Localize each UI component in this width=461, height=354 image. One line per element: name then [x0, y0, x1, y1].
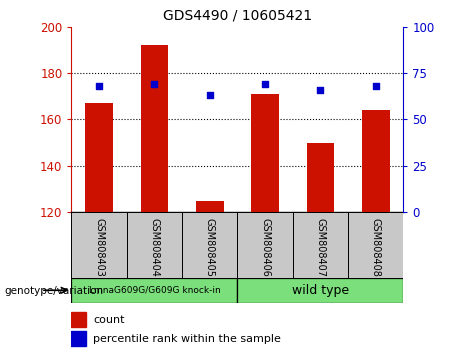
Bar: [237, 278, 403, 303]
Bar: [307, 143, 334, 212]
Bar: [85, 103, 113, 212]
Point: [261, 81, 269, 87]
Text: GSM808405: GSM808405: [205, 218, 215, 276]
Title: GDS4490 / 10605421: GDS4490 / 10605421: [163, 8, 312, 23]
Bar: [293, 212, 348, 278]
Text: count: count: [93, 315, 124, 325]
Bar: [362, 110, 390, 212]
Bar: [141, 45, 168, 212]
Text: GSM808404: GSM808404: [149, 218, 160, 276]
Bar: [196, 201, 224, 212]
Text: percentile rank within the sample: percentile rank within the sample: [93, 334, 281, 344]
Bar: [251, 94, 279, 212]
Text: wild type: wild type: [292, 284, 349, 297]
Text: GSM808408: GSM808408: [371, 218, 381, 276]
Bar: [237, 212, 293, 278]
Point: [95, 83, 103, 89]
Text: GSM808403: GSM808403: [94, 218, 104, 276]
Text: GSM808406: GSM808406: [260, 218, 270, 276]
Bar: [348, 212, 403, 278]
Point: [317, 87, 324, 93]
Text: genotype/variation: genotype/variation: [5, 286, 104, 296]
Point: [372, 83, 379, 89]
Point: [206, 92, 213, 98]
Bar: [71, 331, 86, 346]
Bar: [182, 212, 237, 278]
Bar: [71, 278, 237, 303]
Text: GSM808407: GSM808407: [315, 218, 325, 276]
Bar: [71, 312, 86, 327]
Point: [151, 81, 158, 87]
Bar: [127, 212, 182, 278]
Text: LmnaG609G/G609G knock-in: LmnaG609G/G609G knock-in: [89, 286, 220, 295]
Bar: [71, 212, 127, 278]
